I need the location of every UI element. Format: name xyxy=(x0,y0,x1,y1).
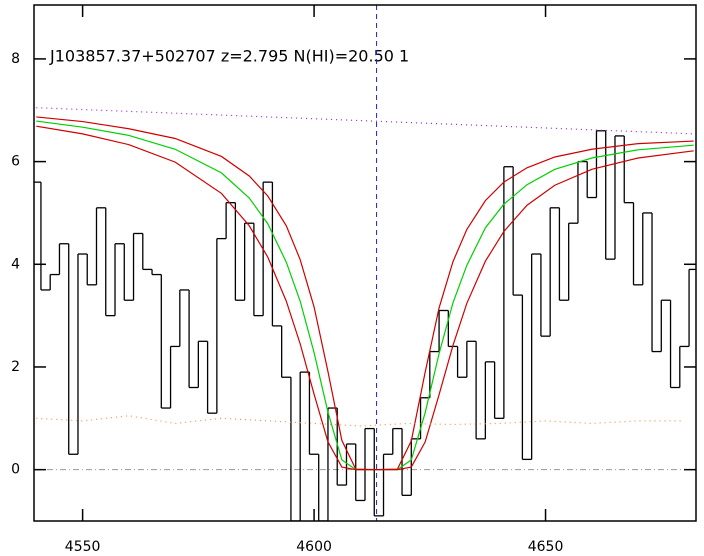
model-high-line xyxy=(36,116,694,471)
error-line xyxy=(36,415,685,427)
y-tick-label: 8 xyxy=(11,51,20,67)
x-tick-label: 4650 xyxy=(528,539,564,555)
x-tick-label: 4600 xyxy=(296,539,332,555)
model-low-line xyxy=(36,125,694,471)
plot-frame xyxy=(33,4,697,522)
y-tick-label: 6 xyxy=(11,154,20,170)
chart-title: J103857.37+502707 z=2.795 N(HI)=20.50 1 xyxy=(49,47,409,66)
x-tick-label: 4550 xyxy=(65,539,101,555)
y-tick-label: 2 xyxy=(11,359,20,375)
y-tick-label: 0 xyxy=(11,462,20,478)
y-tick-label: 4 xyxy=(11,256,20,272)
model-line xyxy=(36,120,694,471)
